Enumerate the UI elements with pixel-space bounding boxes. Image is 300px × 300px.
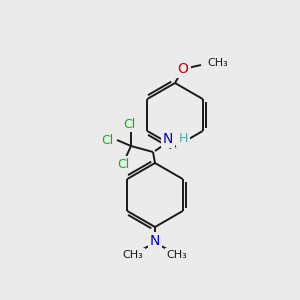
Text: N: N [150, 234, 160, 248]
Text: O: O [178, 62, 188, 76]
Text: CH₃: CH₃ [167, 250, 188, 260]
Text: Cl: Cl [123, 118, 135, 130]
Text: N: N [163, 132, 173, 146]
Text: Cl: Cl [101, 134, 113, 146]
Text: Cl: Cl [117, 158, 129, 170]
Text: CH₃: CH₃ [123, 250, 143, 260]
Text: CH₃: CH₃ [207, 58, 228, 68]
Text: H: H [178, 133, 188, 146]
